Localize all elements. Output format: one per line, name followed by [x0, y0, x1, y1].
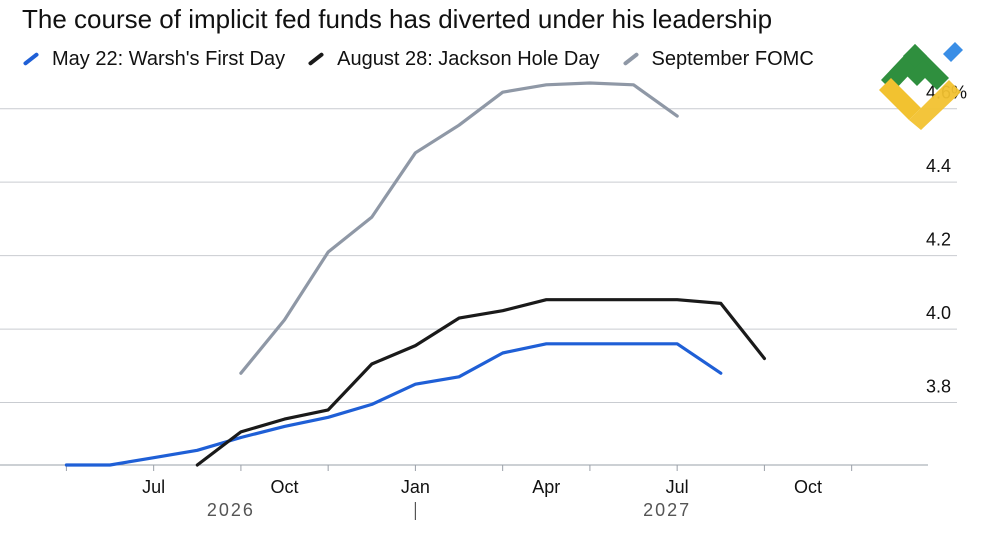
- x-tick-label-0: Jul: [142, 477, 165, 497]
- x-tick-label-3: Apr: [532, 477, 560, 497]
- chart-legend: May 22: Warsh's First Day August 28: Jac…: [22, 45, 836, 73]
- x-tick-label-2: Jan: [401, 477, 430, 497]
- series-line-1: [195, 298, 766, 467]
- legend-label-first-day: May 22: Warsh's First Day: [52, 47, 286, 70]
- y-tick-label-2: 4.2: [926, 230, 951, 250]
- legend-item-jackson-hole: August 28: Jackson Hole Day: [307, 47, 600, 71]
- year-label-1: 2027: [643, 500, 691, 520]
- series-line-2: [239, 81, 679, 375]
- legend-label-jackson-hole: August 28: Jackson Hole Day: [337, 47, 600, 70]
- legend-label-september-fomc: September FOMC: [651, 47, 814, 70]
- brand-logo-icon: [879, 42, 963, 130]
- chart-title: The course of implicit fed funds has div…: [22, 4, 773, 34]
- y-tick-label-1: 4.0: [926, 303, 951, 323]
- legend-item-september-fomc: September FOMC: [622, 48, 814, 71]
- x-tick-label-4: Jul: [666, 477, 689, 497]
- x-tick-label-5: Oct: [794, 477, 822, 497]
- series-line-0: [64, 342, 723, 467]
- x-tick-label-1: Oct: [271, 477, 299, 497]
- legend-item-first-day: May 22: Warsh's First Day: [22, 48, 285, 71]
- y-tick-label-0: 3.8: [926, 377, 951, 397]
- y-tick-label-3: 4.4: [926, 156, 951, 176]
- year-label-0: 2026: [207, 500, 255, 520]
